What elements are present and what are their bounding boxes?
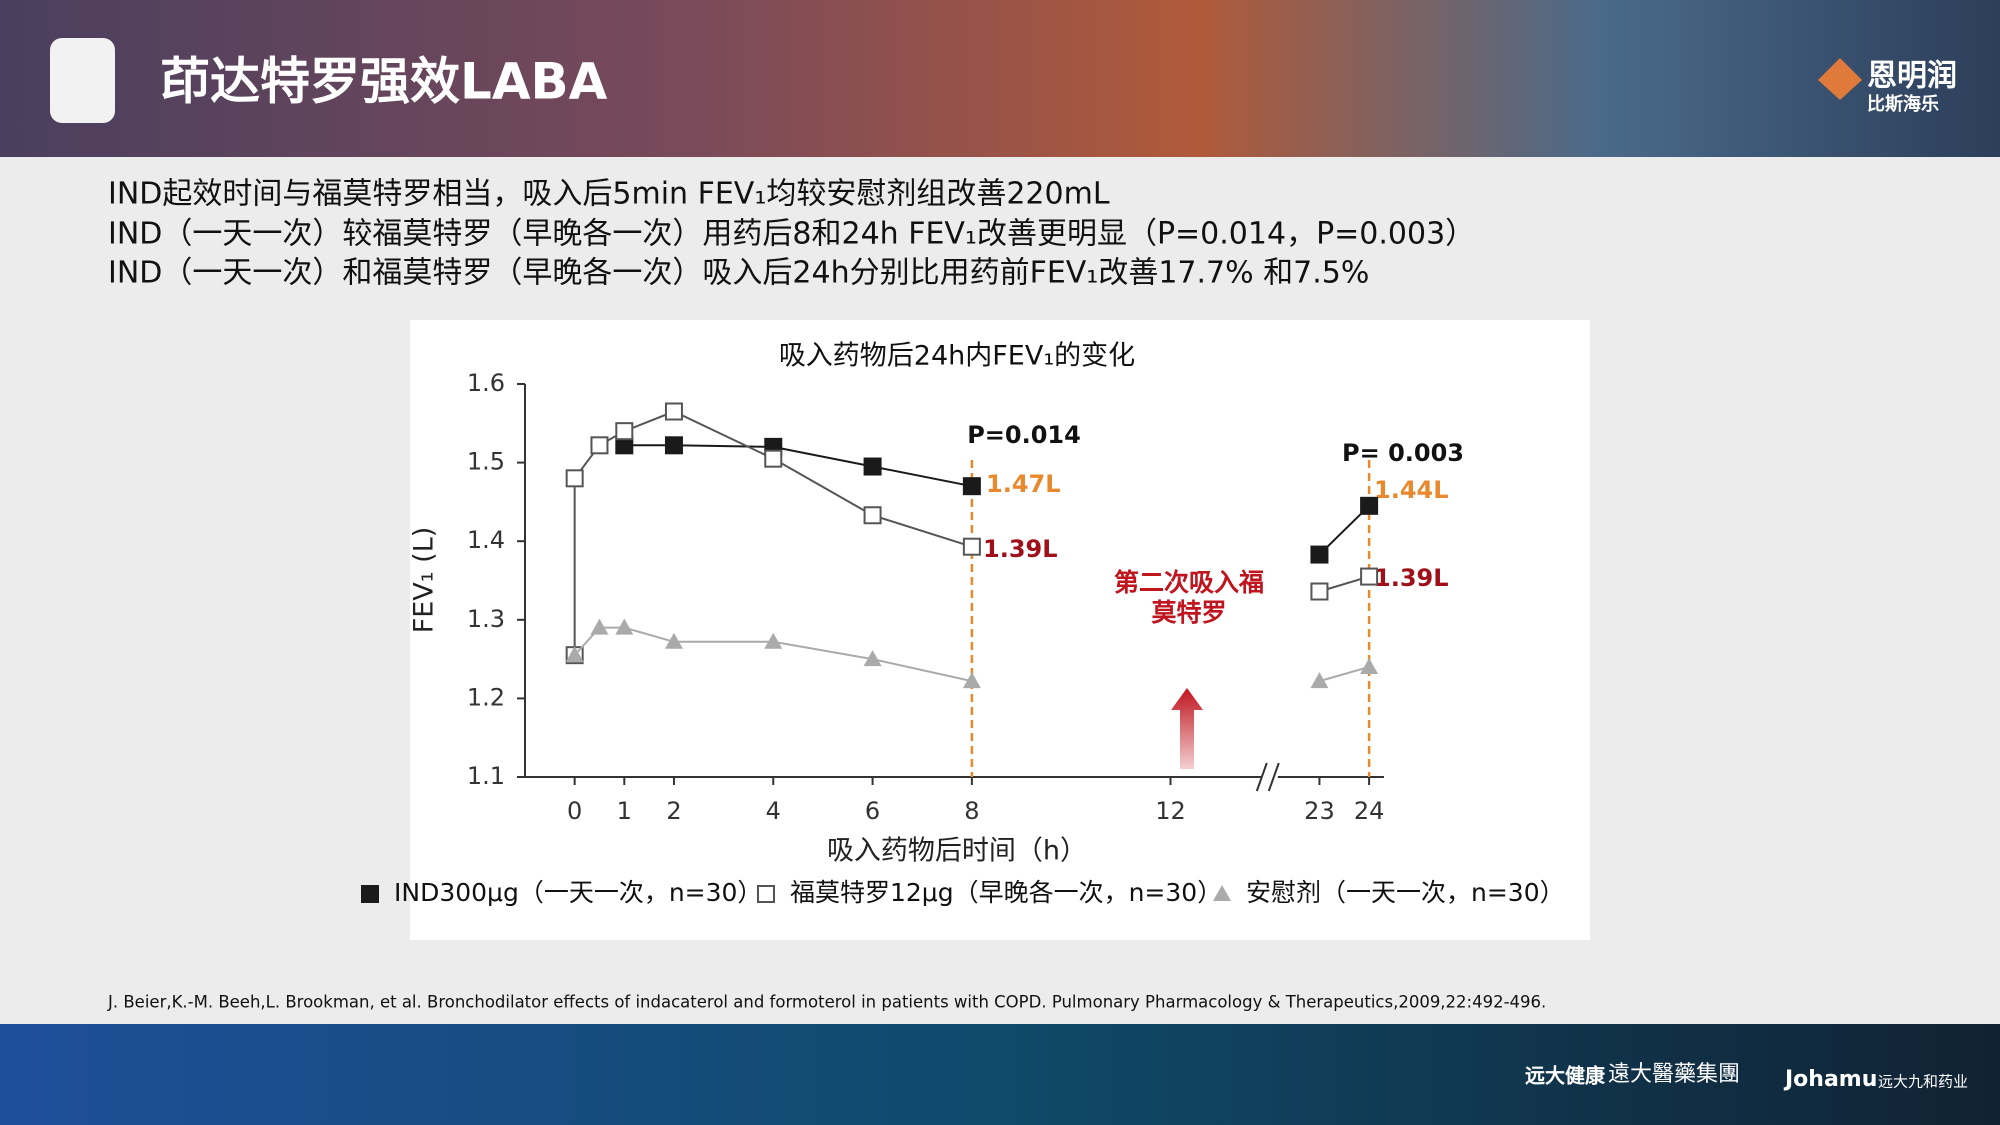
- marker: [863, 650, 882, 667]
- footer-logo: Johamu: [1783, 1067, 1877, 1092]
- marker: [1310, 672, 1329, 689]
- x-tick-label: 24: [1354, 797, 1385, 825]
- footer-logo: 遠大醫藥集團: [1608, 1062, 1740, 1087]
- bullet: IND起效时间与福莫特罗相当，吸入后5min FEV₁均较安慰剂组改善220mL: [108, 177, 1110, 212]
- logo-icon: [1818, 58, 1862, 100]
- y-tick-label: 1.6: [467, 369, 505, 397]
- marker: [863, 506, 882, 525]
- y-tick-label: 1.2: [467, 683, 505, 711]
- x-axis-label: 吸入药物后时间（h）: [827, 836, 1087, 867]
- value-annotation: 1.44L: [1374, 476, 1449, 504]
- reference: J. Beier,K.-M. Beeh,L. Brookman, et al. …: [107, 993, 1546, 1012]
- y-axis-label: FEV₁ (L): [409, 527, 440, 634]
- inhaler-icon: [50, 38, 115, 123]
- legend-label: 安慰剂（一天一次，n=30）: [1246, 878, 1565, 907]
- x-tick-label: 4: [766, 797, 781, 825]
- x-tick-label: 6: [865, 797, 880, 825]
- dose-note: 莫特罗: [1151, 598, 1226, 627]
- marker: [1310, 582, 1329, 601]
- slide-title: 茚达特罗强效LABA: [160, 53, 608, 111]
- axis-break: [1267, 762, 1280, 792]
- marker: [1360, 496, 1379, 515]
- marker: [962, 672, 981, 689]
- dose-note: 第二次吸入福: [1114, 568, 1264, 597]
- x-tick-label: 12: [1155, 797, 1186, 825]
- marker: [565, 469, 584, 488]
- y-tick-label: 1.1: [467, 762, 505, 790]
- bullet: IND（一天一次）较福莫特罗（早晚各一次）用药后8和24h FEV₁改善更明显（…: [108, 217, 1475, 252]
- p-value: P= 0.003: [1342, 439, 1464, 467]
- y-tick-label: 1.5: [467, 448, 505, 476]
- legend-label: 福莫特罗12μg（早晚各一次，n=30）: [790, 878, 1222, 907]
- y-tick-label: 1.3: [467, 605, 505, 633]
- footer-logo: 远大健康: [1525, 1064, 1606, 1088]
- marker: [664, 402, 683, 421]
- legend-marker: [757, 885, 775, 903]
- marker: [590, 436, 609, 455]
- bullet: IND（一天一次）和福莫特罗（早晚各一次）吸入后24h分别比用药前FEV₁改善1…: [108, 256, 1369, 291]
- value-annotation: 1.47L: [986, 470, 1061, 498]
- marker: [962, 477, 981, 496]
- marker: [615, 618, 634, 635]
- marker: [1360, 567, 1379, 586]
- x-tick-label: 2: [666, 797, 681, 825]
- marker: [863, 457, 882, 476]
- value-annotation: 1.39L: [1374, 564, 1449, 592]
- chart-area: [410, 320, 1590, 940]
- marker: [664, 436, 683, 455]
- marker: [565, 646, 584, 663]
- legend-label: IND300μg（一天一次，n=30）: [394, 878, 762, 907]
- footer-band: [0, 1024, 2000, 1125]
- x-tick-label: 1: [617, 797, 632, 825]
- legend-marker: [361, 885, 379, 903]
- x-tick-label: 23: [1304, 797, 1335, 825]
- logo-name: 恩明润: [1867, 59, 1957, 94]
- footer-logo: 远大九和药业: [1878, 1073, 1968, 1091]
- dose-arrow: [1171, 688, 1203, 769]
- marker: [764, 449, 783, 468]
- marker: [615, 422, 634, 441]
- x-tick-label: 8: [964, 797, 979, 825]
- marker: [1360, 657, 1379, 674]
- p-value: P=0.014: [967, 421, 1081, 449]
- legend-marker: [1213, 885, 1231, 901]
- marker: [764, 632, 783, 649]
- marker: [962, 537, 981, 556]
- y-tick-label: 1.4: [467, 526, 505, 554]
- logo-sub: 比斯海乐: [1867, 93, 1939, 115]
- x-tick-label: 0: [567, 797, 582, 825]
- marker: [1310, 545, 1329, 564]
- marker: [664, 632, 683, 649]
- header-band: [0, 0, 2000, 157]
- chart-title: 吸入药物后24h内FEV₁的变化: [779, 341, 1135, 372]
- axis-break: [1255, 762, 1268, 792]
- value-annotation: 1.39L: [983, 535, 1058, 563]
- marker: [590, 618, 609, 635]
